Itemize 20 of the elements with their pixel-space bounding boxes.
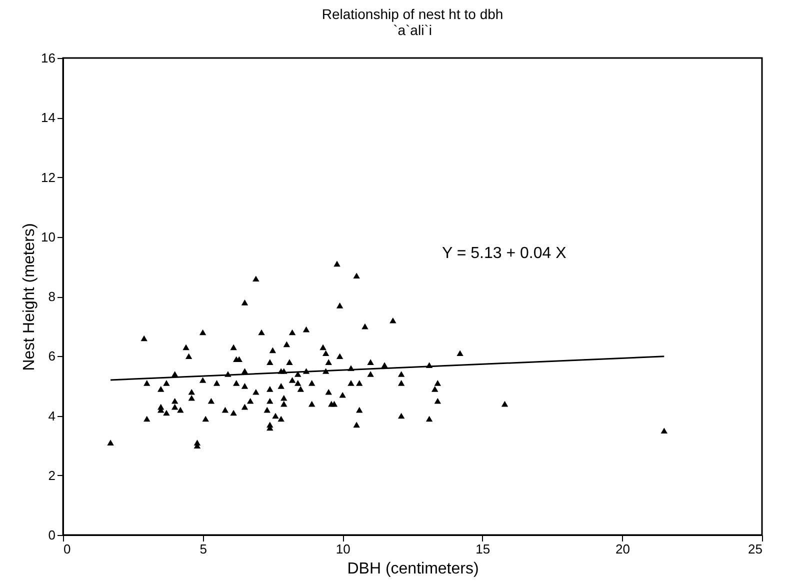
- y-tick-label: 12: [41, 170, 56, 185]
- y-tick-label: 2: [48, 468, 56, 483]
- y-tick-label: 4: [48, 408, 56, 424]
- y-tick-label: 0: [48, 528, 56, 542]
- x-tick-label: 5: [200, 542, 207, 556]
- x-tick-label: 15: [476, 542, 490, 556]
- y-tick-label: 16: [41, 50, 56, 66]
- y-tick-label: 6: [48, 348, 56, 364]
- x-tick-label: 0: [64, 542, 71, 556]
- y-tick-label: 10: [41, 229, 56, 244]
- y-tick-label: 8: [48, 289, 56, 304]
- chart-subtitle: `a`ali`i: [393, 22, 432, 38]
- annotation: Y = 5.13 + 0.04 X: [442, 245, 567, 262]
- chart-title: Relationship of nest ht to dbh: [322, 6, 504, 22]
- x-tick-label: 20: [615, 542, 630, 556]
- x-tick-label: 25: [748, 542, 762, 556]
- x-tick-label: 10: [336, 542, 350, 556]
- x-axis-title: DBH (centimeters): [347, 560, 479, 578]
- y-axis-title: Nest Height (meters): [21, 223, 38, 371]
- y-tick-label: 14: [41, 110, 56, 126]
